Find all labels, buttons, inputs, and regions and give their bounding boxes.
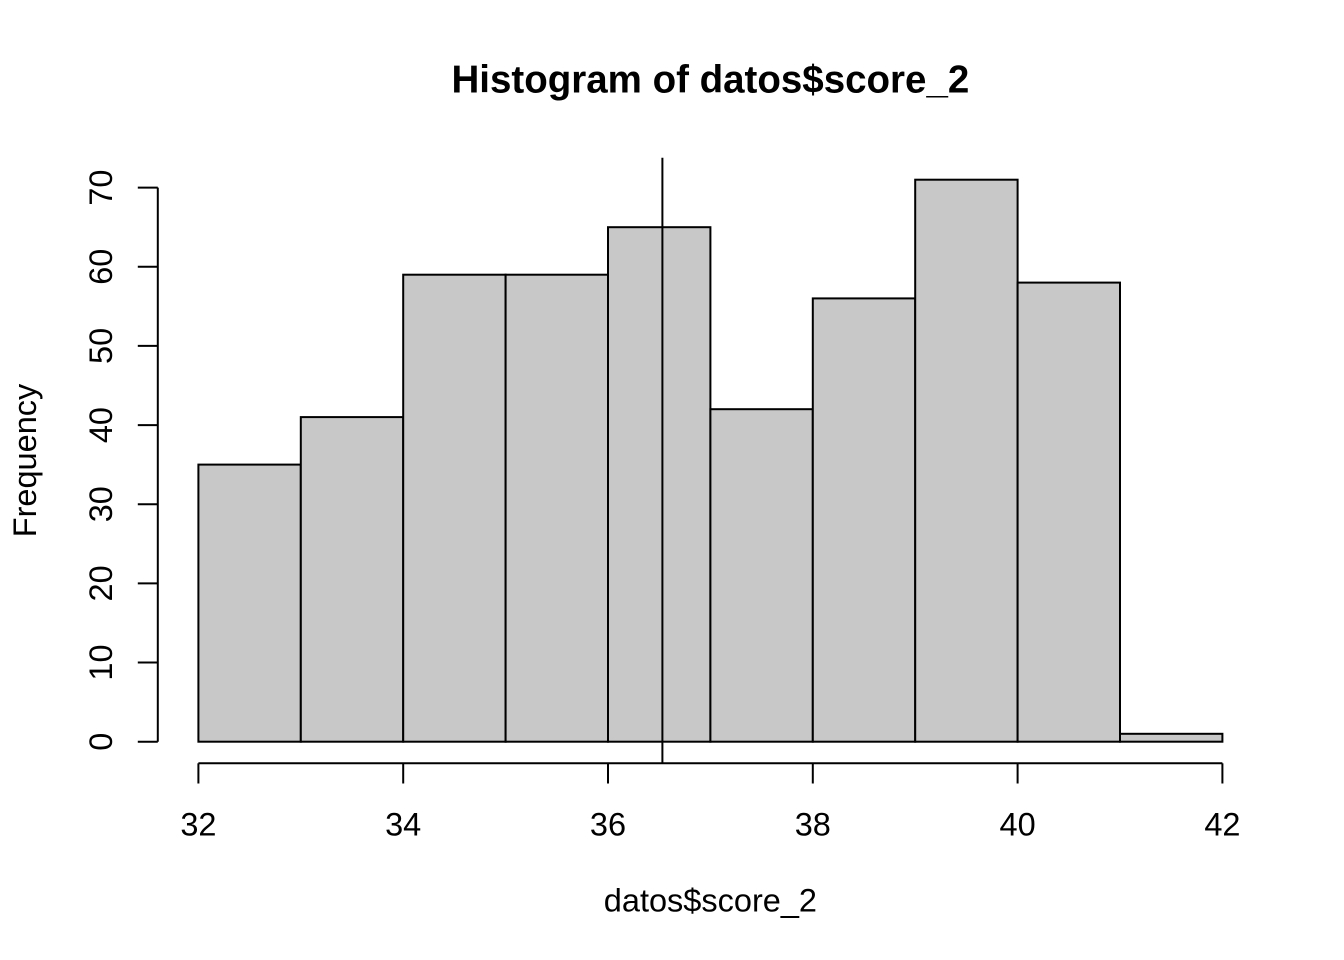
svg-text:20: 20: [83, 565, 119, 601]
svg-text:50: 50: [83, 328, 119, 364]
svg-text:40: 40: [1000, 807, 1036, 843]
svg-text:34: 34: [385, 807, 421, 843]
svg-text:32: 32: [180, 807, 216, 843]
svg-text:38: 38: [795, 807, 831, 843]
svg-text:42: 42: [1204, 807, 1240, 843]
svg-text:datos$score_2: datos$score_2: [604, 883, 817, 919]
svg-text:10: 10: [83, 644, 119, 680]
svg-text:40: 40: [83, 407, 119, 443]
svg-text:Histogram of datos$score_2: Histogram of datos$score_2: [452, 59, 970, 102]
svg-text:70: 70: [83, 170, 119, 206]
svg-text:60: 60: [83, 249, 119, 285]
svg-text:30: 30: [83, 486, 119, 522]
svg-text:0: 0: [83, 733, 119, 751]
svg-text:36: 36: [590, 807, 626, 843]
svg-text:Frequency: Frequency: [7, 383, 43, 537]
